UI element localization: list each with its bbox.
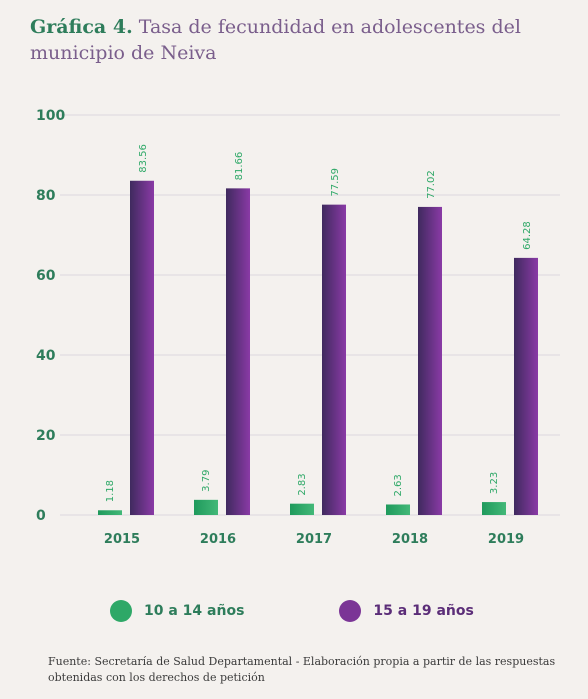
data-label-10-14-2018: 2.63 — [393, 474, 404, 496]
legend-item-10-14: 10 a 14 años — [110, 600, 244, 622]
legend-item-15-19: 15 a 19 años — [339, 600, 474, 622]
x-tick-label-2015: 2015 — [104, 532, 140, 547]
data-label-10-14-2019: 3.23 — [489, 472, 500, 494]
chart-title-lead: Gráfica 4. — [30, 16, 133, 38]
x-tick-label-2018: 2018 — [392, 532, 428, 547]
bar-10-14-2015 — [98, 510, 122, 515]
bar-10-14-2016 — [194, 499, 218, 515]
chart-title-text: Tasa de fecundidad en adolescentes del m… — [30, 16, 521, 64]
data-label-15-19-2017: 77.59 — [330, 168, 341, 197]
y-tick-label-0: 0 — [36, 508, 46, 524]
x-tick-label-2017: 2017 — [296, 532, 332, 547]
legend-swatch-15-19 — [339, 600, 362, 622]
data-label-15-19-2018: 77.02 — [426, 170, 437, 199]
bar-10-14-2017 — [290, 503, 314, 515]
y-tick-label-40: 40 — [36, 348, 56, 364]
data-label-15-19-2016: 81.66 — [234, 152, 245, 181]
legend: 10 a 14 años 15 a 19 años — [110, 600, 569, 622]
source-note: Fuente: Secretaría de Salud Departamenta… — [48, 655, 556, 684]
y-tick-label-80: 80 — [36, 188, 56, 204]
bar-10-14-2018 — [386, 504, 410, 515]
bar-10-14-2019 — [482, 502, 506, 515]
chart-title: Gráfica 4. Tasa de fecundidad en adolesc… — [30, 14, 575, 66]
bar-15-19-2016 — [226, 188, 250, 516]
data-label-15-19-2015: 83.56 — [138, 144, 149, 173]
x-tick-label-2019: 2019 — [488, 532, 524, 547]
bar-15-19-2019 — [514, 257, 538, 515]
y-tick-label-20: 20 — [36, 428, 56, 444]
bar-15-19-2018 — [418, 206, 442, 516]
y-tick-label-60: 60 — [36, 268, 56, 284]
legend-label-15-19: 15 a 19 años — [373, 603, 474, 619]
data-label-10-14-2015: 1.18 — [105, 480, 116, 502]
bar-15-19-2015 — [130, 180, 154, 515]
legend-swatch-10-14 — [110, 600, 132, 622]
data-label-15-19-2019: 64.28 — [522, 221, 533, 250]
data-label-10-14-2016: 3.79 — [201, 470, 212, 492]
bar-chart: 0 20 40 60 80 100 1.18 83.56 2015 3.79 81.66 2016 2.… — [36, 108, 560, 547]
legend-label-10-14: 10 a 14 años — [144, 603, 245, 619]
x-tick-label-2016: 2016 — [200, 532, 236, 547]
y-tick-label-100: 100 — [36, 108, 65, 124]
data-label-10-14-2017: 2.83 — [297, 473, 308, 495]
bar-15-19-2017 — [322, 204, 346, 515]
